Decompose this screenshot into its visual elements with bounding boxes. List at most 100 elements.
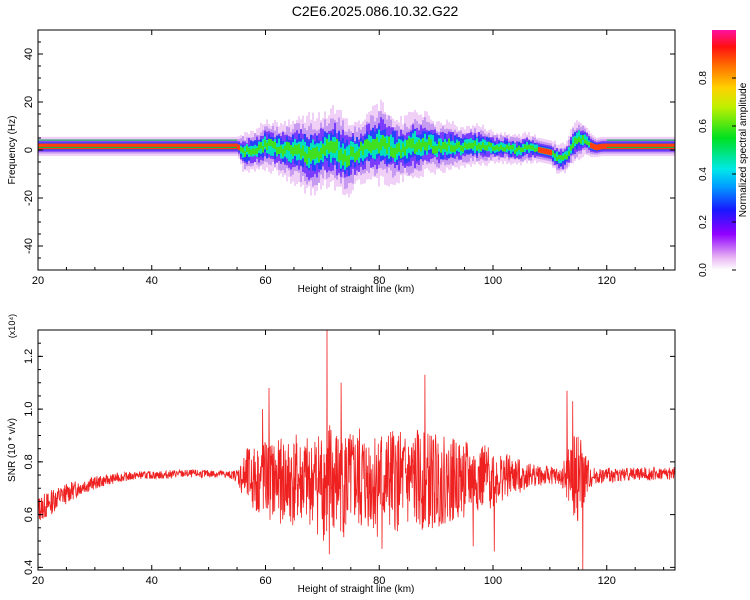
spectrogram-cell	[614, 143, 616, 150]
spectrogram-cell	[458, 141, 460, 148]
spectrogram-cell	[534, 148, 536, 153]
spectrogram-cell	[440, 138, 442, 152]
spectrogram-cell	[426, 142, 428, 151]
spectrogram-cell	[212, 143, 214, 150]
spectrogram-cell	[160, 143, 162, 150]
spectrogram-cell	[164, 143, 166, 150]
spectrogram-y-tick-label: -40	[23, 238, 35, 254]
spectrogram-cell	[194, 143, 196, 150]
spectrogram-cell	[220, 143, 222, 150]
spectrogram-cell	[254, 148, 256, 155]
spectrogram-cell	[166, 143, 168, 150]
spectrogram-cell	[546, 148, 548, 155]
spectrogram-cell	[278, 138, 280, 153]
spectrogram-cell	[422, 137, 424, 147]
spectrogram-cell	[388, 139, 390, 159]
spectrogram-cell	[172, 143, 174, 150]
spectrogram-cell	[274, 141, 276, 150]
spectrogram-cell	[288, 145, 290, 162]
spectrogram-cell	[406, 141, 408, 159]
spectrogram-cell	[644, 143, 646, 150]
spectrogram-cell	[532, 145, 534, 150]
snr-y-axis-label: SNR (10 * v/v)	[7, 418, 18, 482]
spectrogram-cell	[338, 150, 340, 162]
spectrogram-cell	[448, 140, 450, 154]
spectrogram-cell	[514, 149, 516, 154]
spectrogram-cell	[46, 143, 48, 150]
spectrogram-cell	[362, 145, 364, 156]
spectrogram-cell	[42, 143, 44, 150]
spectrogram-cell	[540, 147, 542, 154]
spectrogram-cell	[556, 156, 558, 162]
spectrogram-cell	[516, 147, 518, 152]
spectrogram-cell	[568, 151, 570, 156]
spectrogram-cell	[432, 145, 434, 154]
spectrogram-cell	[214, 143, 216, 150]
spectrogram-cell	[192, 143, 194, 150]
spectrogram-cell	[400, 149, 402, 159]
spectrogram-cell	[584, 139, 586, 144]
spectrogram-cell	[296, 144, 298, 155]
spectrogram-cell	[616, 143, 618, 150]
spectrogram-cell	[440, 145, 442, 153]
spectrogram-cell	[430, 139, 432, 148]
spectrogram-cell	[498, 146, 500, 152]
spectrogram-x-tick-label: 120	[598, 275, 616, 287]
spectrogram-cell	[262, 145, 264, 153]
figure-title: C2E6.2025.086.10.32.G22	[292, 3, 459, 19]
spectrogram-cell	[82, 143, 84, 150]
spectrogram-cell	[366, 139, 368, 149]
spectrogram-cell	[386, 143, 388, 154]
spectrogram-cell	[562, 155, 564, 161]
snr-series	[38, 330, 675, 570]
spectrogram-cell	[448, 138, 450, 146]
spectrogram-cell	[384, 137, 386, 149]
spectrogram-cell	[120, 143, 122, 150]
spectrogram-cell	[294, 144, 296, 155]
snr-frame	[37, 329, 676, 571]
spectrogram-cell	[242, 147, 244, 153]
spectrogram-cell	[154, 143, 156, 150]
spectrogram-cell	[110, 143, 112, 150]
spectrogram-cell	[94, 143, 96, 150]
spectrogram-cell	[144, 143, 146, 150]
snr-y-scale-label: (x10⁴)	[7, 314, 17, 338]
spectrogram-cell	[204, 143, 206, 150]
spectrogram-cell	[350, 146, 352, 157]
spectrogram-cell	[446, 144, 448, 152]
spectrogram-cell	[238, 144, 240, 151]
spectrogram-cell	[410, 138, 412, 149]
spectrogram-cell	[584, 134, 586, 143]
spectrogram-cell	[624, 143, 626, 150]
snr-axes: 20 40 60 80 100 120 0.4 0.6 0.8 1.0 1.2	[23, 330, 675, 587]
spectrogram-cell	[394, 130, 396, 157]
spectrogram-cell	[330, 140, 332, 152]
spectrogram-cell	[248, 148, 250, 154]
spectrogram-cell	[264, 139, 266, 147]
spectrogram-cell	[618, 143, 620, 150]
spectrogram-cell	[142, 143, 144, 150]
colorbar-tick-label: 0.2	[698, 215, 709, 229]
spectrogram-cell	[482, 142, 484, 148]
spectrogram-cell	[510, 145, 512, 150]
colorbar-tick-label: 0.8	[698, 71, 709, 85]
snr-y-tick-label: 0.4	[23, 560, 35, 575]
spectrogram-cell	[76, 143, 78, 150]
spectrogram-cell	[470, 142, 472, 149]
spectrogram-cell	[328, 142, 330, 153]
spectrogram-cell	[656, 143, 658, 150]
spectrogram-cell	[272, 140, 274, 149]
spectrogram-cell	[550, 149, 552, 156]
spectrogram-cell	[286, 143, 288, 159]
spectrogram-cell	[544, 148, 546, 155]
spectrogram-cell	[344, 150, 346, 162]
spectrogram-cell	[92, 143, 94, 150]
spectrogram-cell	[402, 143, 404, 152]
colorbar-tick-label: 0.6	[698, 119, 709, 133]
spectrogram-cell	[626, 143, 628, 150]
spectrogram-cell	[170, 143, 172, 150]
snr-y-tick-label: 0.8	[23, 454, 35, 469]
spectrogram-cell	[278, 146, 280, 155]
spectrogram-cell	[406, 139, 408, 150]
spectrogram-cell	[44, 143, 46, 150]
